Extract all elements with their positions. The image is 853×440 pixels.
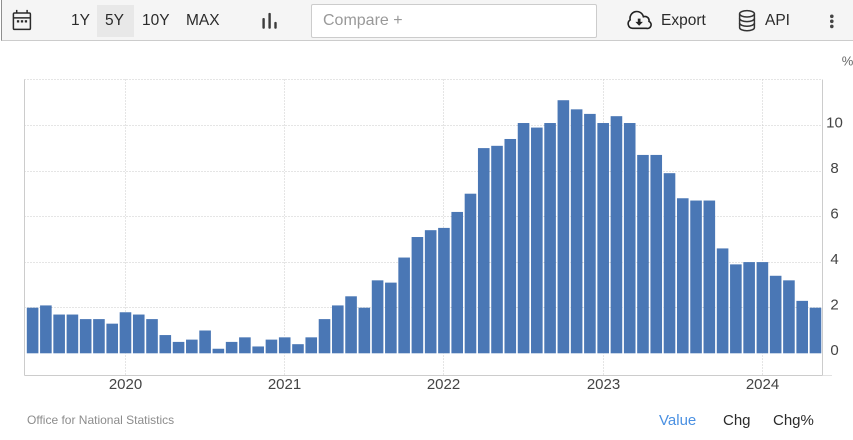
svg-text:10: 10 bbox=[826, 114, 843, 131]
svg-text:8: 8 bbox=[830, 160, 838, 177]
svg-text:2023: 2023 bbox=[587, 376, 620, 393]
svg-text:2021: 2021 bbox=[268, 376, 301, 393]
svg-text:2022: 2022 bbox=[427, 376, 460, 393]
svg-text:6: 6 bbox=[830, 205, 838, 222]
svg-text:%: % bbox=[842, 54, 853, 69]
svg-text:2024: 2024 bbox=[746, 376, 779, 393]
svg-text:2: 2 bbox=[830, 296, 838, 313]
svg-text:0: 0 bbox=[830, 342, 838, 359]
svg-text:2020: 2020 bbox=[109, 376, 142, 393]
svg-text:4: 4 bbox=[830, 251, 838, 268]
